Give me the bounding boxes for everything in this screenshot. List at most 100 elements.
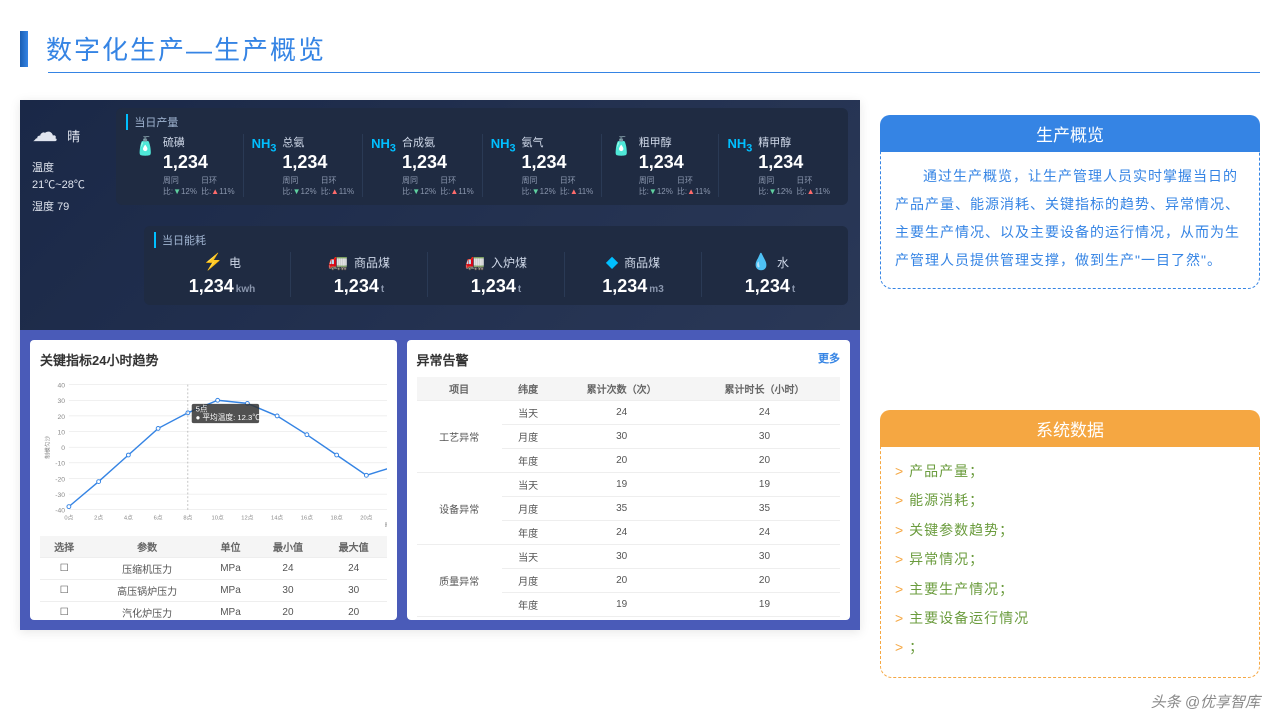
- list-item: ；: [895, 633, 1245, 662]
- page-title: 数字化生产—生产概览: [20, 30, 326, 67]
- overview-box: 生产概览 通过生产概览，让生产管理人员实时掌握当日的产品产量、能源消耗、关键指标…: [880, 115, 1260, 289]
- alarm-td: 19: [689, 473, 840, 497]
- metric-value: 1,234: [282, 152, 354, 173]
- nh3-icon: NH3: [252, 136, 277, 155]
- nh3-icon: NH3: [491, 136, 516, 155]
- param-td[interactable]: ☐: [40, 602, 88, 621]
- alarm-td: 当天: [502, 617, 555, 621]
- alarm-td: 35: [554, 497, 689, 521]
- alarm-td: 当天: [502, 545, 555, 569]
- watermark: 头条 @优享智库: [1151, 691, 1260, 712]
- param-td[interactable]: ☐: [40, 558, 88, 580]
- energy-item: ◆商品煤 1,234m3: [565, 252, 702, 297]
- alarm-category: 能源异常: [417, 617, 502, 621]
- list-item: 能源消耗；: [895, 486, 1245, 515]
- param-td: 24: [321, 558, 387, 580]
- energy-item: 💧水 1,234t: [702, 252, 838, 297]
- energy-label: 当日能耗: [154, 232, 838, 248]
- energy-value: 1,234t: [428, 276, 564, 297]
- svg-text:时间: 时间: [385, 521, 387, 527]
- alarm-category: 工艺异常: [417, 401, 502, 473]
- alarm-td: 35: [554, 617, 689, 621]
- svg-text:0: 0: [61, 445, 65, 452]
- alarm-td: 当天: [502, 473, 555, 497]
- param-td: 20: [255, 602, 321, 621]
- alarm-td: 30: [554, 425, 689, 449]
- svg-text:-40: -40: [55, 508, 65, 515]
- svg-text:0点: 0点: [64, 513, 73, 521]
- alarm-td: 月度: [502, 497, 555, 521]
- overview-text: 通过生产概览，让生产管理人员实时掌握当日的产品产量、能源消耗、关键指标的趋势、异…: [881, 162, 1259, 274]
- energy-name: 入炉煤: [491, 256, 527, 270]
- energy-icon: 🚛: [465, 254, 485, 271]
- metric-sub: 周同比:▼12% 日环比:▲11%: [282, 175, 354, 197]
- list-item: 主要生产情况；: [895, 575, 1245, 604]
- nh3-icon: NH3: [371, 136, 396, 155]
- metric-name: 总氨: [282, 134, 354, 150]
- param-th: 选择: [40, 536, 88, 558]
- metric-name: 合成氨: [402, 134, 474, 150]
- param-td: 20: [321, 602, 387, 621]
- alarm-td: 20: [554, 449, 689, 473]
- alarm-td: 20: [554, 569, 689, 593]
- svg-text:制模匀沙: 制模匀沙: [44, 435, 52, 458]
- more-link[interactable]: 更多: [818, 350, 840, 366]
- list-item: 关键参数趋势；: [895, 516, 1245, 545]
- alarm-td: 19: [689, 593, 840, 617]
- table-row: ☐高压锅炉压力MPa3030: [40, 580, 387, 602]
- list-item: 主要设备运行情况: [895, 604, 1245, 633]
- param-td: MPa: [206, 602, 255, 621]
- alarm-td: 30: [689, 425, 840, 449]
- list-item: 产品产量；: [895, 457, 1245, 486]
- svg-text:30: 30: [58, 398, 66, 405]
- weather-icon: ☁: [32, 112, 58, 154]
- svg-text:10: 10: [58, 429, 66, 436]
- table-row: 设备异常当天1919: [417, 473, 841, 497]
- dashboard-header: ☁ 晴 温度 21℃~28℃ 湿度 79 当日产量 🧴 硫磺 1,234 周同比…: [20, 100, 860, 330]
- dashboard-screenshot: ☁ 晴 温度 21℃~28℃ 湿度 79 当日产量 🧴 硫磺 1,234 周同比…: [20, 100, 860, 630]
- param-td[interactable]: ☐: [40, 580, 88, 602]
- dashboard-body: 关键指标24小时趋势 -40-30-20-100102030400点2点4点6点…: [20, 330, 860, 630]
- table-row: 能源异常当天3535: [417, 617, 841, 621]
- svg-text:20点: 20点: [360, 513, 372, 521]
- alarm-title: 异常告警 更多: [417, 350, 841, 369]
- svg-text:16点: 16点: [301, 513, 313, 521]
- param-td: 压缩机压力: [88, 558, 205, 580]
- table-row: 工艺异常当天2424: [417, 401, 841, 425]
- svg-text:40: 40: [58, 383, 66, 390]
- svg-text:-20: -20: [55, 476, 65, 483]
- metric-item: NH3 精甲醇 1,234 周同比:▼12% 日环比:▲11%: [719, 134, 838, 197]
- trend-panel: 关键指标24小时趋势 -40-30-20-100102030400点2点4点6点…: [30, 340, 397, 620]
- nh3-icon: NH3: [727, 136, 752, 155]
- production-label: 当日产量: [126, 114, 838, 130]
- bottle-icon: 🧴: [610, 136, 632, 157]
- metric-sub: 周同比:▼12% 日环比:▲11%: [758, 175, 830, 197]
- metric-name: 精甲醇: [758, 134, 830, 150]
- param-td: 汽化炉压力: [88, 602, 205, 621]
- table-row: 质量异常当天3030: [417, 545, 841, 569]
- alarm-td: 年度: [502, 593, 555, 617]
- alarm-td: 当天: [502, 401, 555, 425]
- metric-value: 1,234: [163, 152, 235, 173]
- metrics-row: 🧴 硫磺 1,234 周同比:▼12% 日环比:▲11% NH3 总氨 1,23…: [126, 134, 838, 197]
- metric-name: 氨气: [522, 134, 594, 150]
- sysdata-box: 系统数据 产品产量；能源消耗；关键参数趋势；异常情况；主要生产情况；主要设备运行…: [880, 410, 1260, 678]
- param-th: 参数: [88, 536, 205, 558]
- title-text: 数字化生产—生产概览: [46, 30, 326, 67]
- energy-value: 1,234t: [291, 276, 427, 297]
- bottle-icon: 🧴: [134, 136, 156, 157]
- humidity-value: 79: [57, 201, 69, 213]
- humidity-label: 湿度: [32, 201, 54, 213]
- metric-name: 粗甲醇: [639, 134, 711, 150]
- svg-text:14点: 14点: [271, 513, 283, 521]
- metric-sub: 周同比:▼12% 日环比:▲11%: [163, 175, 235, 197]
- svg-text:12点: 12点: [241, 513, 253, 521]
- alarm-category: 设备异常: [417, 473, 502, 545]
- metric-item: 🧴 粗甲醇 1,234 周同比:▼12% 日环比:▲11%: [602, 134, 719, 197]
- alarm-panel: 异常告警 更多 项目纬度累计次数（次）累计时长（小时）工艺异常当天2424月度3…: [407, 340, 851, 620]
- production-card: 当日产量 🧴 硫磺 1,234 周同比:▼12% 日环比:▲11% NH3 总氨…: [116, 108, 848, 205]
- param-td: 24: [255, 558, 321, 580]
- svg-text:10点: 10点: [212, 513, 224, 521]
- alarm-td: 24: [554, 401, 689, 425]
- energy-item: 🚛商品煤 1,234t: [291, 252, 428, 297]
